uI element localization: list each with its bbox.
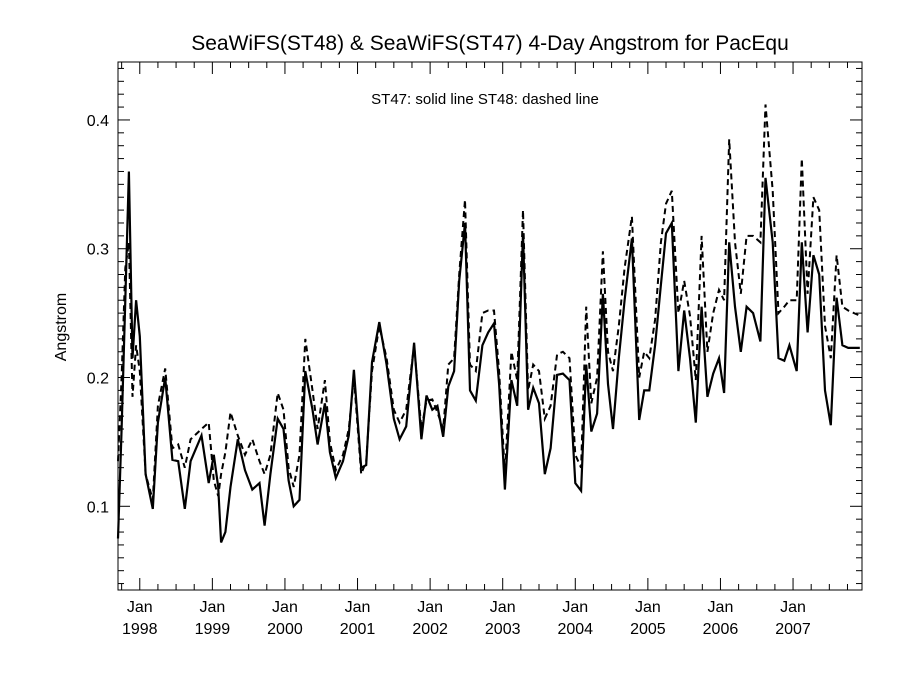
axis-tick-labels: 0.1 0.2 0.3 0.4 Jan 1998 Jan 1999 Jan 2000 Jan 2001… (87, 113, 811, 638)
series-group (116, 104, 861, 543)
x-tick-year-label: 1999 (195, 621, 231, 638)
x-tick-month-label: Jan (199, 599, 225, 616)
series-line-st47 (116, 171, 860, 543)
x-tick-month-label: Jan (127, 599, 153, 616)
x-tick-year-label: 2004 (557, 621, 593, 638)
x-tick-year-label: 2002 (412, 621, 448, 638)
x-tick-year-label: 2006 (703, 621, 739, 638)
x-tick-year-label: 2005 (630, 621, 666, 638)
x-tick-month-label: Jan (562, 599, 588, 616)
y-axis-label: Angstrom (53, 293, 70, 361)
x-tick-year-label: 2000 (267, 621, 303, 638)
x-tick-month-label: Jan (345, 599, 371, 616)
x-tick-month-label: Jan (417, 599, 443, 616)
chart-title: SeaWiFS(ST48) & SeaWiFS(ST47) 4-Day Angs… (191, 32, 789, 55)
x-tick-year-label: 2001 (340, 621, 376, 638)
x-tick-month-label: Jan (780, 599, 806, 616)
y-tick-label: 0.3 (87, 242, 109, 259)
x-tick-year-label: 2007 (775, 621, 811, 638)
x-tick-year-label: 2003 (485, 621, 521, 638)
y-tick-label: 0.1 (87, 499, 109, 516)
plot-frame (117, 61, 863, 591)
series-line-st48 (117, 104, 861, 501)
legend-annotation: ST47: solid line ST48: dashed line (371, 91, 599, 108)
y-tick-label: 0.4 (87, 113, 109, 130)
x-tick-month-label: Jan (708, 599, 734, 616)
x-tick-month-label: Jan (272, 599, 298, 616)
axis-ticks (118, 62, 862, 590)
y-tick-label: 0.2 (87, 371, 109, 388)
x-tick-month-label: Jan (635, 599, 661, 616)
x-tick-month-label: Jan (490, 599, 516, 616)
x-tick-year-label: 1998 (122, 621, 158, 638)
